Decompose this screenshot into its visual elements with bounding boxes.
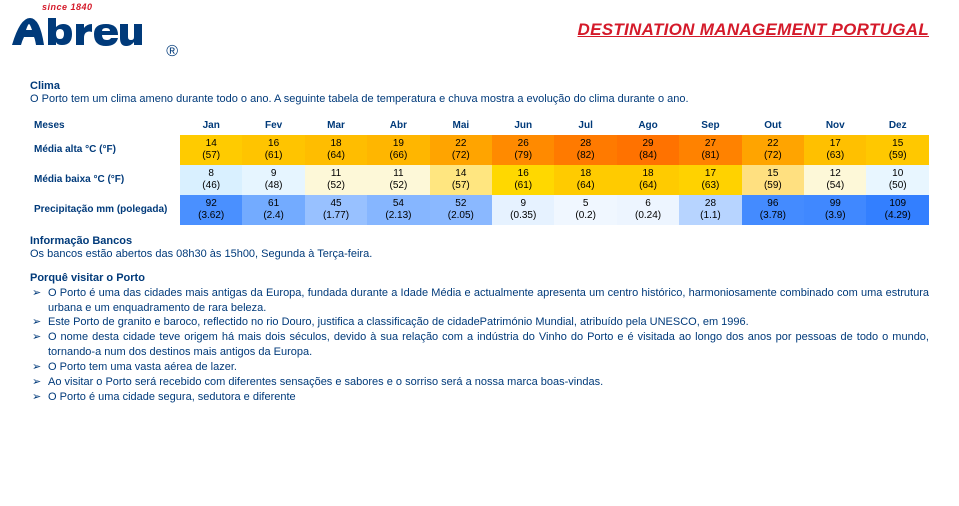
- table-cell: 52(2.05): [430, 195, 492, 225]
- month-header: Fev: [242, 117, 304, 135]
- table-cell: 16(61): [492, 165, 554, 195]
- table-cell: 11(52): [305, 165, 367, 195]
- table-cell: 18(64): [617, 165, 679, 195]
- table-cell: 17(63): [804, 135, 866, 165]
- table-row-label: Média alta °C (°F): [30, 135, 180, 165]
- clima-label: Clima: [30, 80, 929, 92]
- table-cell: 15(59): [742, 165, 804, 195]
- logo: since 1840 ®: [10, 2, 170, 59]
- table-cell: 22(72): [742, 135, 804, 165]
- bank-label: Informação Bancos: [30, 235, 929, 247]
- month-header: Nov: [804, 117, 866, 135]
- table-cell: 22(72): [430, 135, 492, 165]
- climate-table: Meses JanFevMarAbrMaiJunJulAgoSepOutNovD…: [30, 117, 929, 225]
- month-header: Jan: [180, 117, 242, 135]
- table-cell: 16(61): [242, 135, 304, 165]
- month-header: Dez: [866, 117, 929, 135]
- table-cell: 6(0.24): [617, 195, 679, 225]
- table-cell: 29(84): [617, 135, 679, 165]
- clima-intro: O Porto tem um clima ameno durante todo …: [30, 92, 929, 107]
- table-cell: 54(2.13): [367, 195, 429, 225]
- table-cell: 96(3.78): [742, 195, 804, 225]
- month-header: Out: [742, 117, 804, 135]
- table-cell: 15(59): [866, 135, 929, 165]
- table-cell: 14(57): [430, 165, 492, 195]
- visit-bullet-item: Ao visitar o Porto será recebido com dif…: [48, 375, 929, 390]
- table-cell: 45(1.77): [305, 195, 367, 225]
- visit-bullet-item: O Porto tem uma vasta aérea de lazer.: [48, 360, 929, 375]
- table-cell: 109(4.29): [866, 195, 929, 225]
- month-header: Jul: [554, 117, 616, 135]
- month-header: Sep: [679, 117, 741, 135]
- table-cell: 99(3.9): [804, 195, 866, 225]
- page-title: DESTINATION MANAGEMENT PORTUGAL: [578, 20, 930, 40]
- table-cell: 9(48): [242, 165, 304, 195]
- table-cell: 5(0.2): [554, 195, 616, 225]
- table-cell: 27(81): [679, 135, 741, 165]
- month-header: Mar: [305, 117, 367, 135]
- table-cell: 12(54): [804, 165, 866, 195]
- table-cell: 19(66): [367, 135, 429, 165]
- table-corner: Meses: [30, 117, 180, 135]
- table-cell: 18(64): [554, 165, 616, 195]
- visit-bullet-item: O nome desta cidade teve origem há mais …: [48, 330, 929, 360]
- table-cell: 8(46): [180, 165, 242, 195]
- table-cell: 28(1.1): [679, 195, 741, 225]
- main-content: Clima O Porto tem um clima ameno durante…: [30, 80, 929, 404]
- table-cell: 9(0.35): [492, 195, 554, 225]
- table-cell: 18(64): [305, 135, 367, 165]
- table-cell: 10(50): [866, 165, 929, 195]
- visit-bullet-item: O Porto é uma cidade segura, sedutora e …: [48, 390, 929, 405]
- table-cell: 28(82): [554, 135, 616, 165]
- visit-bullet-item: Este Porto de granito e baroco, reflecti…: [48, 315, 929, 330]
- table-row-label: Precipitação mm (polegada): [30, 195, 180, 225]
- month-header: Jun: [492, 117, 554, 135]
- logo-svg: [10, 12, 160, 54]
- table-cell: 61(2.4): [242, 195, 304, 225]
- month-header: Mai: [430, 117, 492, 135]
- bank-text: Os bancos estão abertos das 08h30 às 15h…: [30, 247, 929, 262]
- table-cell: 26(79): [492, 135, 554, 165]
- visit-label: Porquê visitar o Porto: [30, 272, 929, 284]
- table-cell: 92(3.62): [180, 195, 242, 225]
- logo-since: since 1840: [42, 2, 170, 12]
- month-header: Abr: [367, 117, 429, 135]
- visit-bullet-item: O Porto é uma das cidades mais antigas d…: [48, 286, 929, 316]
- reg-mark: ®: [166, 43, 178, 61]
- table-cell: 14(57): [180, 135, 242, 165]
- month-header: Ago: [617, 117, 679, 135]
- table-cell: 11(52): [367, 165, 429, 195]
- table-cell: 17(63): [679, 165, 741, 195]
- table-row-label: Média baixa °C (°F): [30, 165, 180, 195]
- visit-bullets: O Porto é uma das cidades mais antigas d…: [30, 286, 929, 405]
